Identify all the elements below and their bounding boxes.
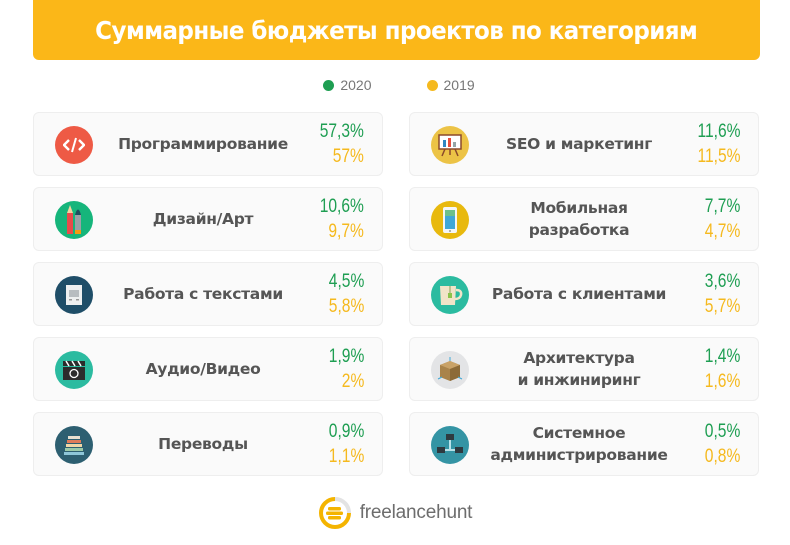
value-2019: 1,6% (704, 371, 740, 392)
network-icon (431, 426, 469, 464)
category-values: 0,5% 0,8% (704, 419, 740, 469)
value-2020: 1,4% (704, 346, 740, 367)
category-label: Архитектура и инжиниринг (517, 349, 641, 389)
category-values: 11,6% 11,5% (697, 119, 740, 169)
presentation-chart-icon (431, 126, 469, 164)
category-values: 10,6% 9,7% (320, 194, 364, 244)
green-dot-icon (323, 79, 335, 91)
category-card-mobile: Мобильная разработка 7,7% 4,7% (409, 187, 759, 251)
value-2020: 57,3% (319, 121, 364, 142)
category-values: 3,6% 5,7% (704, 269, 740, 319)
category-card-translations: Переводы 0,9% 1,1% (33, 412, 383, 476)
category-label: Мобильная разработка (528, 199, 630, 239)
books-icon (55, 426, 93, 464)
tea-mug-icon (431, 276, 469, 314)
category-card-architecture: Архитектура и инжиниринг 1,4% 1,6% (409, 337, 759, 401)
legend-label: 2020 (340, 77, 372, 93)
value-2020: 3,6% (704, 271, 740, 292)
yellow-dot-icon (426, 79, 438, 91)
category-values: 0,9% 1,1% (328, 419, 364, 469)
category-values: 1,4% 1,6% (704, 344, 740, 394)
value-2020: 4,5% (328, 271, 364, 292)
value-2020: 0,5% (704, 421, 740, 442)
title-banner: Суммарные бюджеты проектов по категориям (33, 0, 760, 60)
value-2019: 5,7% (704, 296, 740, 317)
3d-box-icon (431, 351, 469, 389)
category-label: SEO и маркетинг (506, 135, 652, 153)
value-2019: 0,8% (704, 446, 740, 467)
category-label: Переводы (158, 435, 248, 453)
value-2020: 10,6% (319, 196, 364, 217)
value-2020: 7,7% (704, 196, 740, 217)
footer-brand: freelancehunt (0, 496, 790, 530)
value-2019: 11,5% (696, 146, 740, 167)
category-card-clients: Работа с клиентами 3,6% 5,7% (409, 262, 759, 326)
category-card-sysadmin: Системное администрирование 0,5% 0,8% (409, 412, 759, 476)
value-2019: 57% (332, 146, 364, 167)
clapperboard-icon (55, 351, 93, 389)
legend-item-2020: 2020 (323, 77, 372, 93)
category-label: Работа с клиентами (491, 285, 667, 303)
category-card-design: Дизайн/Арт 10,6% 9,7% (33, 187, 383, 251)
freelancehunt-logo-icon (318, 497, 351, 529)
category-label: Системное администрирование (490, 424, 668, 464)
category-card-audio-video: Аудио/Видео 1,9% 2% (33, 337, 383, 401)
category-values: 7,7% 4,7% (704, 194, 740, 244)
page-title: Суммарные бюджеты проектов по категориям (95, 15, 698, 45)
value-2020: 11,6% (696, 121, 740, 142)
value-2019: 1,1% (328, 446, 364, 467)
smartphone-icon (431, 201, 469, 239)
legend: 2020 2019 (0, 77, 790, 93)
document-icon (55, 276, 93, 314)
category-values: 57,3% 57% (320, 119, 364, 169)
category-card-programming: Программирование 57,3% 57% (33, 112, 383, 176)
value-2020: 0,9% (328, 421, 364, 442)
brand-name: freelancehunt (359, 502, 473, 523)
legend-label: 2019 (443, 77, 475, 93)
category-label: Программирование (118, 135, 288, 153)
category-values: 4,5% 5,8% (328, 269, 364, 319)
value-2020: 1,9% (328, 346, 364, 367)
value-2019: 4,7% (704, 221, 740, 242)
category-label: Работа с текстами (123, 285, 283, 303)
value-2019: 9,7% (328, 221, 364, 242)
category-label: Аудио/Видео (145, 360, 261, 378)
value-2019: 2% (341, 371, 364, 392)
category-card-seo: SEO и маркетинг 11,6% 11,5% (409, 112, 759, 176)
value-2019: 5,8% (328, 296, 364, 317)
code-icon (55, 126, 93, 164)
category-card-texts: Работа с текстами 4,5% 5,8% (33, 262, 383, 326)
category-label: Дизайн/Арт (152, 210, 254, 228)
pencil-brush-icon (55, 201, 93, 239)
legend-item-2019: 2019 (426, 77, 475, 93)
category-values: 1,9% 2% (328, 344, 364, 394)
